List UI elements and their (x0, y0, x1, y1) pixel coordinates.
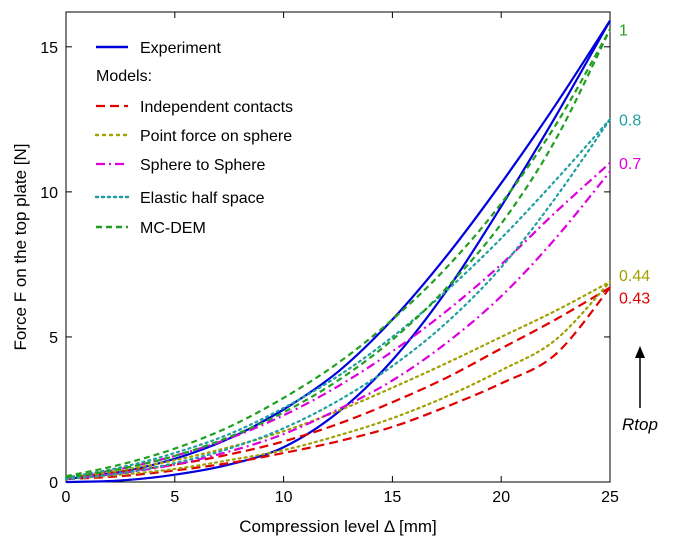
series-line-experiment-upper (65, 20, 611, 481)
rtop-annotation: Rtop (622, 346, 658, 434)
series-line-sphere-to-sphere-lower (65, 170, 611, 481)
legend-label: MC-DEM (140, 220, 206, 237)
rtop-label: Rtop (622, 415, 658, 434)
series-line-elastic-half-space-lower (64, 118, 612, 481)
series-group (64, 20, 612, 484)
axis-ticks: 0 5 10 15 20 25 0 5 10 15 (40, 12, 619, 506)
series-line-independent-contacts-lower (65, 286, 611, 481)
legend-label: Point force on sphere (140, 128, 292, 145)
x-tick-label: 20 (492, 489, 510, 506)
legend: Experiment Models: Independent contacts … (94, 40, 293, 237)
end-label-independent-contacts: 0.43 (619, 291, 650, 308)
legend-label: Independent contacts (140, 99, 293, 116)
series-line-elastic-half-space-upper (64, 118, 612, 479)
legend-label: Experiment (140, 40, 221, 57)
up-arrow-head-icon (635, 346, 645, 358)
end-label-mc-dem: 1 (619, 22, 628, 39)
x-tick-label: 5 (170, 489, 179, 506)
plot-frame (65, 11, 611, 483)
y-tick-label: 10 (40, 185, 58, 202)
legend-label: Sphere to Sphere (140, 157, 266, 174)
x-axis-title: Compression level Δ [mm] (239, 517, 436, 536)
legend-header: Models: (96, 68, 152, 85)
x-tick-label: 0 (62, 489, 71, 506)
end-label-elastic-half-space: 0.8 (619, 112, 641, 129)
legend-label: Elastic half space (140, 190, 265, 207)
y-tick-label: 15 (40, 40, 58, 57)
x-tick-label: 15 (384, 489, 402, 506)
end-label-sphere-to-sphere: 0.7 (619, 156, 641, 173)
series-line-mc-dem-upper (65, 28, 611, 478)
end-labels: 0.43 0.44 0.7 0.8 1 (619, 22, 650, 307)
series-line-point-force-on-sphere-lower (64, 280, 612, 481)
series-line-mc-dem-lower (65, 28, 611, 479)
end-label-point-force-on-sphere: 0.44 (619, 268, 650, 285)
x-tick-label: 10 (275, 489, 293, 506)
series-line-point-force-on-sphere-upper (64, 280, 612, 479)
y-axis-title: Force F on the top plate [N] (11, 144, 30, 351)
series-line-experiment-lower (65, 20, 611, 484)
y-tick-label: 0 (49, 475, 58, 492)
series-line-independent-contacts-upper (65, 286, 611, 479)
y-tick-label: 5 (49, 330, 58, 347)
x-tick-label: 25 (601, 489, 619, 506)
